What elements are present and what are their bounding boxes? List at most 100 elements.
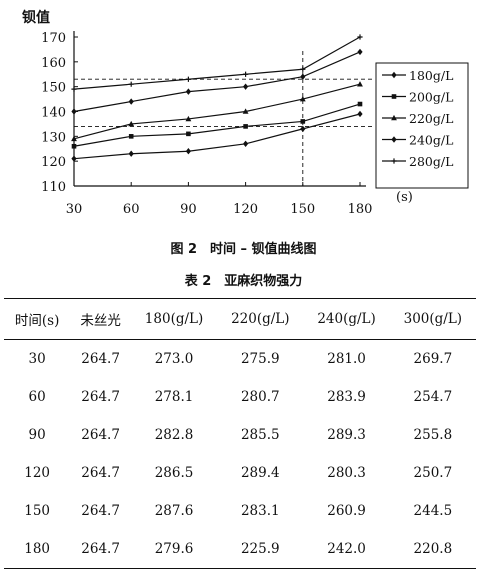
table-cell: 264.7 — [81, 389, 120, 405]
table-cell: 280.3 — [327, 465, 366, 481]
table-cell: 255.8 — [413, 427, 453, 443]
table-row: 150 264.7 287.6 283.1 260.9 244.5 — [4, 492, 476, 530]
table-cell: 286.5 — [154, 465, 194, 481]
table-cell: 279.6 — [130, 530, 218, 569]
table-cell: 283.1 — [240, 503, 280, 519]
plot-area: 110 120 130 140 150 160 170 30 60 90 120 150 180 — [41, 31, 374, 217]
legend-label: 280g/L — [409, 154, 453, 169]
table-cell: 242.0 — [303, 530, 390, 569]
legend-box — [375, 62, 469, 189]
data-point — [71, 86, 77, 92]
table-row: 90 264.7 282.8 285.5 289.3 255.8 — [4, 416, 476, 454]
y-tick-label: 150 — [41, 81, 66, 96]
table-cell: 280.7 — [240, 389, 280, 405]
series-line — [73, 51, 361, 113]
data-point — [128, 120, 135, 127]
table-cell: 90 — [28, 427, 46, 443]
x-tick-label: 60 — [123, 202, 140, 217]
table-cell: 60 — [28, 389, 46, 405]
table-cell: 260.9 — [327, 503, 366, 519]
table-cell: 254.7 — [413, 389, 453, 405]
data-point — [300, 119, 306, 124]
data-point — [71, 108, 77, 115]
data-point — [300, 125, 306, 133]
table-cell: 287.6 — [154, 503, 194, 519]
data-point — [299, 95, 306, 102]
legend-label: 220g/L — [409, 111, 453, 126]
data-point — [185, 148, 191, 155]
table-header-cell: 时间(s) — [4, 298, 71, 340]
data-point — [357, 110, 363, 118]
legend: 180g/L 200g/L 220g/L 240g/L 280g/L — [375, 62, 469, 189]
table-cell: 269.7 — [413, 351, 453, 367]
data-point — [128, 134, 134, 139]
table-cell: 283.9 — [327, 389, 366, 405]
data-point — [357, 48, 363, 56]
x-tick-label: 90 — [180, 202, 197, 217]
x-tick-label: 120 — [233, 202, 258, 217]
table-header-cell: 300(g/L) — [389, 298, 476, 340]
data-point — [185, 88, 191, 95]
table-cell: 264.7 — [81, 503, 120, 519]
data-point — [300, 66, 306, 72]
table-row: 120 264.7 286.5 289.4 280.3 250.7 — [4, 454, 476, 492]
table-cell: 289.4 — [240, 465, 280, 481]
data-point — [242, 108, 249, 114]
table-cell: 278.1 — [154, 389, 194, 405]
data-point — [243, 71, 249, 77]
data-point — [357, 101, 363, 107]
table-cell: 180 — [4, 530, 71, 569]
table-cell: 220.8 — [389, 530, 476, 569]
table-row: 60 264.7 278.1 280.7 283.9 254.7 — [4, 378, 476, 416]
legend-marker — [391, 136, 397, 143]
data-point — [128, 81, 134, 87]
y-tick-label: 160 — [41, 56, 66, 71]
data-point — [243, 140, 249, 147]
table-row: 30 264.7 273.0 275.9 281.0 269.7 — [4, 340, 476, 379]
series-line — [73, 103, 361, 147]
table-body: 30 264.7 273.0 275.9 281.0 269.7 60 264.7 278.1 2… — [4, 340, 476, 569]
table-cell: 273.0 — [154, 351, 194, 367]
table-cell: 285.5 — [240, 427, 280, 443]
table-header-cell: 240(g/L) — [303, 298, 390, 340]
figure-caption: 图 2 时间 – 钡值曲线图 — [170, 242, 317, 257]
table-caption: 表 2 亚麻织物强力 — [184, 274, 303, 289]
data-point — [128, 98, 134, 105]
series-line — [73, 83, 361, 140]
x-tick-label: 180 — [348, 202, 373, 217]
series-line — [73, 36, 361, 90]
y-axis-label: 钡值 — [22, 9, 50, 26]
data-point — [243, 124, 248, 129]
table-cell: 281.0 — [327, 351, 366, 367]
y-tick-label: 110 — [41, 180, 66, 195]
x-axis-label: (s) — [396, 190, 413, 205]
table-cell: 30 — [28, 351, 46, 367]
table-header-row: 时间(s) 未丝光 180(g/L) 220(g/L) 240(g/L) 300(g/L) — [4, 298, 476, 340]
table-cell: 264.7 — [81, 427, 120, 443]
table-cell: 275.9 — [240, 351, 280, 367]
data-point — [71, 143, 77, 149]
data-point — [185, 115, 192, 122]
table-cell: 120 — [24, 465, 51, 481]
data-point — [300, 73, 306, 80]
table-cell: 150 — [24, 503, 51, 519]
table-cell: 264.7 — [81, 465, 120, 481]
data-point — [71, 155, 77, 162]
legend-marker — [391, 114, 397, 121]
table-header-cell: 未丝光 — [70, 298, 131, 340]
y-tick-label: 170 — [41, 31, 66, 46]
table-cell: 264.7 — [81, 351, 120, 367]
y-tick-label: 140 — [41, 106, 66, 121]
data-point — [243, 83, 249, 90]
table-cell: 244.5 — [413, 503, 453, 519]
table-cell: 225.9 — [217, 530, 304, 569]
series-line — [73, 113, 361, 160]
data-point — [128, 150, 134, 157]
x-tick-label: 150 — [290, 202, 315, 217]
line-chart: 钡值 (s) 110 120 130 140 150 160 170 30 60 90 120 150… — [22, 9, 469, 217]
y-tick-label: 120 — [41, 155, 66, 170]
legend-marker — [391, 94, 397, 99]
table-header-cell: 180(g/L) — [130, 298, 218, 340]
data-point — [357, 81, 363, 87]
legend-label: 240g/L — [409, 133, 453, 148]
